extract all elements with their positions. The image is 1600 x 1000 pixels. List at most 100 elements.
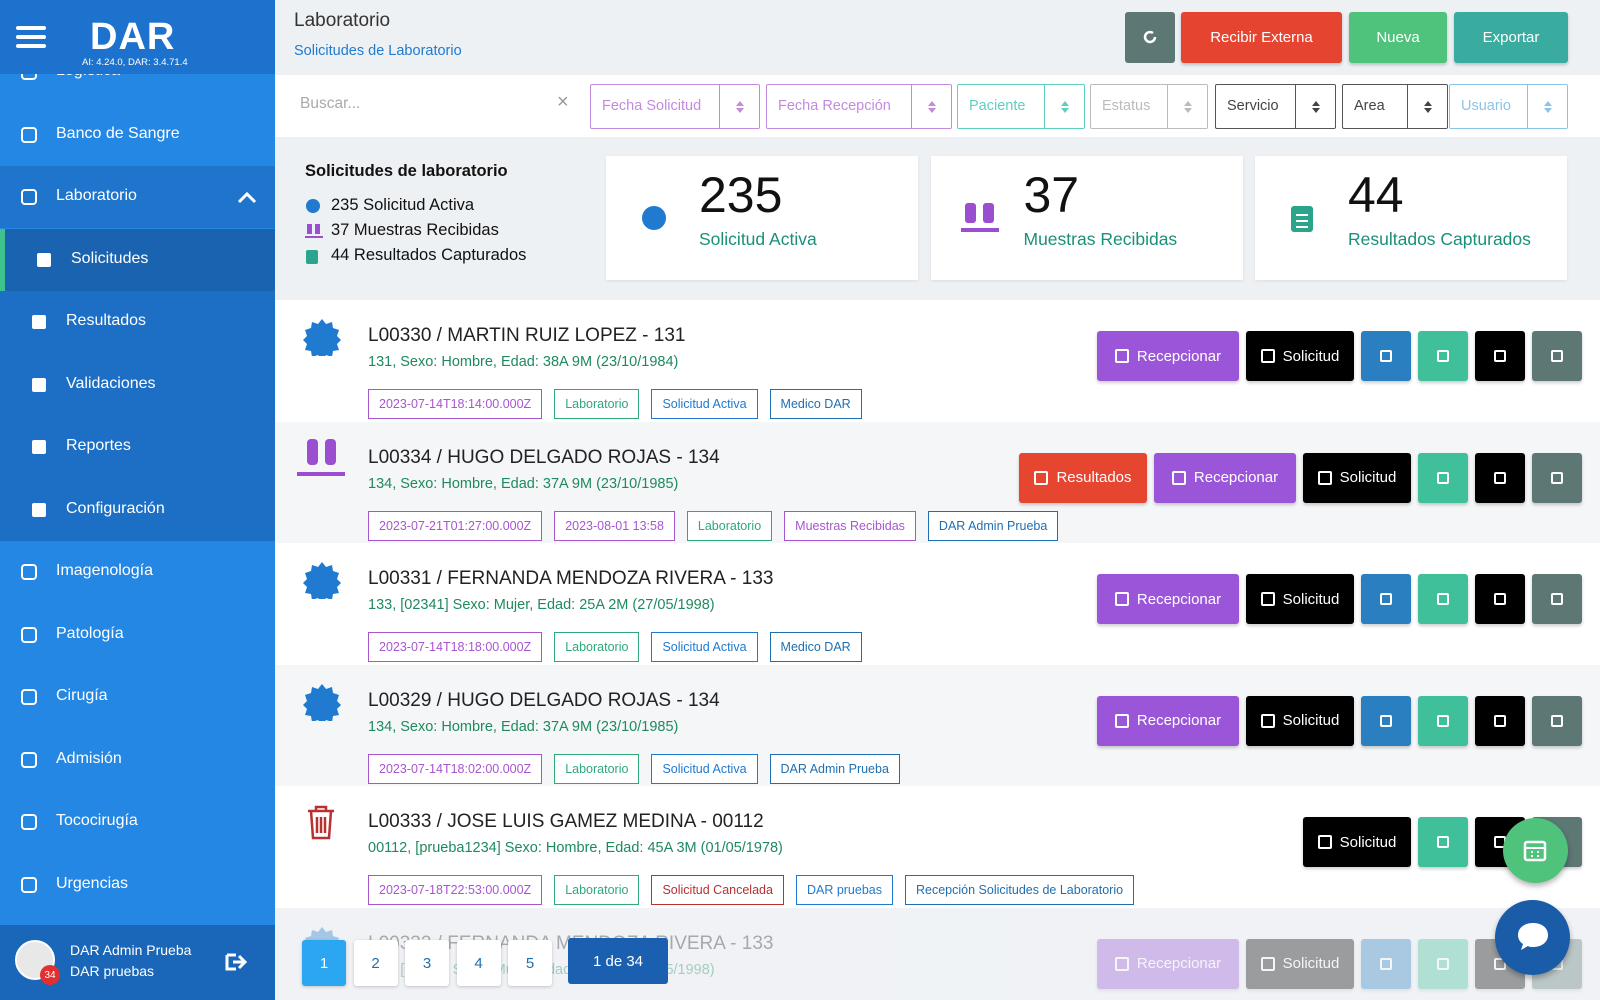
row-subtitle: 134, Sexo: Hombre, Edad: 37A 9M (23/10/1… xyxy=(368,718,679,735)
tag: Solicitud Cancelada xyxy=(651,875,784,905)
button-icon xyxy=(1551,350,1563,362)
icon-button[interactable] xyxy=(1418,574,1468,624)
icon-button[interactable] xyxy=(1418,331,1468,381)
clear-icon: × xyxy=(557,91,569,113)
icon-button[interactable] xyxy=(1361,331,1411,381)
icon-button[interactable] xyxy=(1361,574,1411,624)
tag: Laboratorio xyxy=(554,389,640,419)
subnav-item[interactable]: Validaciones xyxy=(0,354,275,416)
action-button[interactable]: Recepcionar xyxy=(1097,574,1239,624)
action-button[interactable]: Solicitud xyxy=(1303,452,1411,503)
search-input[interactable]: Buscar... xyxy=(300,95,361,112)
refresh-button[interactable] xyxy=(1125,12,1175,63)
icon xyxy=(305,248,319,269)
user-name: DAR Admin Prueba xyxy=(70,942,192,958)
nav-item[interactable]: Cirugía xyxy=(0,666,275,728)
stat-value: 44 xyxy=(1348,167,1404,223)
header-button[interactable]: Exportar xyxy=(1454,12,1568,63)
icon-button[interactable] xyxy=(1475,695,1525,746)
nav-item[interactable]: Banco de Sangre xyxy=(0,104,275,166)
button-label: Recepcionar xyxy=(1193,469,1279,486)
action-button[interactable]: Resultados xyxy=(1019,452,1147,503)
calendar-fab[interactable] xyxy=(1503,818,1568,883)
icon xyxy=(19,125,39,150)
tag: Muestras Recibidas xyxy=(784,510,916,541)
subnav-item[interactable]: Solicitudes xyxy=(0,228,275,291)
action-button[interactable]: Recepcionar xyxy=(1154,452,1296,503)
button-icon xyxy=(1494,593,1506,605)
request-row: L00329 / HUGO DELGADO ROJAS - 134 134, Se… xyxy=(275,664,1600,786)
tag: 2023-08-01 13:58 xyxy=(554,510,675,541)
filter-select[interactable]: Estatus xyxy=(1090,84,1208,129)
icon-button[interactable] xyxy=(1532,452,1582,503)
nav-item[interactable]: Tococirugía xyxy=(0,791,275,853)
icon-button[interactable] xyxy=(1418,938,1468,989)
action-button[interactable]: Recepcionar xyxy=(1097,695,1239,746)
page-button[interactable]: 1 xyxy=(302,940,346,986)
filter-select[interactable]: Usuario xyxy=(1449,84,1568,129)
page-button[interactable]: 3 xyxy=(405,940,449,986)
icon-button[interactable] xyxy=(1361,695,1411,746)
header-button[interactable]: Nueva xyxy=(1349,12,1447,63)
icon-button[interactable] xyxy=(1475,452,1525,503)
subnav-item[interactable]: Configuración xyxy=(0,479,275,541)
icon xyxy=(1523,838,1547,867)
subnav-item[interactable]: Reportes xyxy=(0,416,275,478)
page-button[interactable]: 4 xyxy=(456,940,501,986)
action-button[interactable]: Recepcionar xyxy=(1097,331,1239,381)
row-actions: Recepcionar Solicitud xyxy=(1097,695,1582,746)
icon-button[interactable] xyxy=(1418,452,1468,503)
divider xyxy=(911,85,912,128)
tags: 2023-07-14T18:14:00.000Z Laboratorio Solic… xyxy=(368,389,862,419)
action-button[interactable]: Solicitud xyxy=(1303,817,1411,867)
caret xyxy=(927,100,937,119)
filter-select[interactable]: Paciente xyxy=(957,84,1085,129)
nav-item[interactable]: Patología xyxy=(0,604,275,666)
nav-item[interactable]: Admisión xyxy=(0,729,275,791)
icon xyxy=(30,376,48,399)
page-button[interactable]: 2 xyxy=(353,940,398,986)
subnav-item[interactable]: Resultados xyxy=(0,291,275,353)
icon-button[interactable] xyxy=(1418,817,1468,867)
nav-item[interactable]: Urgencias xyxy=(0,854,275,916)
icon-button[interactable] xyxy=(1418,695,1468,746)
button-icon xyxy=(1317,470,1332,485)
filter-select[interactable]: Fecha Recepción xyxy=(766,84,952,129)
action-button[interactable]: Recepcionar xyxy=(1097,938,1239,989)
action-button[interactable]: Solicitud xyxy=(1246,331,1354,381)
row-icon xyxy=(303,683,341,726)
breadcrumb[interactable]: Solicitudes de Laboratorio xyxy=(294,43,462,59)
menu-icon xyxy=(16,25,46,54)
action-button[interactable]: Solicitud xyxy=(1246,938,1354,989)
chat-fab[interactable] xyxy=(1495,900,1570,975)
nav-item[interactable]: Laboratorio xyxy=(0,166,275,228)
button-icon xyxy=(1494,714,1506,727)
tag: Solicitud Activa xyxy=(651,389,758,419)
icon-button[interactable] xyxy=(1532,574,1582,624)
main: Laboratorio Solicitudes de Laboratorio Rec… xyxy=(275,0,1600,1000)
nav-item[interactable]: Imagenología xyxy=(0,541,275,603)
action-button[interactable]: Solicitud xyxy=(1246,695,1354,746)
action-button[interactable]: Solicitud xyxy=(1246,574,1354,624)
icon-button[interactable] xyxy=(1532,331,1582,381)
filter-select[interactable]: Servicio xyxy=(1215,84,1336,129)
header-button[interactable]: Recibir Externa xyxy=(1181,12,1342,63)
nav-label: Tococirugía xyxy=(56,812,138,829)
page-button[interactable]: 5 xyxy=(508,940,552,986)
button-icon xyxy=(1114,592,1129,606)
tag: Solicitud Activa xyxy=(651,753,758,784)
filter-select[interactable]: Fecha Solicitud xyxy=(590,84,760,129)
divider xyxy=(1407,85,1408,128)
button-icon xyxy=(1437,714,1449,727)
icon-button[interactable] xyxy=(1475,574,1525,624)
stat-card: 44 Resultados Capturados xyxy=(1255,156,1567,280)
icon xyxy=(19,750,39,775)
filter-select[interactable]: Area xyxy=(1342,84,1448,129)
icon-button[interactable] xyxy=(1475,331,1525,381)
tag: DAR Admin Prueba xyxy=(927,510,1059,541)
nav-label: Admisión xyxy=(56,749,122,767)
icon-button[interactable] xyxy=(1532,695,1582,746)
icon-button[interactable] xyxy=(1361,938,1411,989)
filter-label: Area xyxy=(1354,98,1385,114)
